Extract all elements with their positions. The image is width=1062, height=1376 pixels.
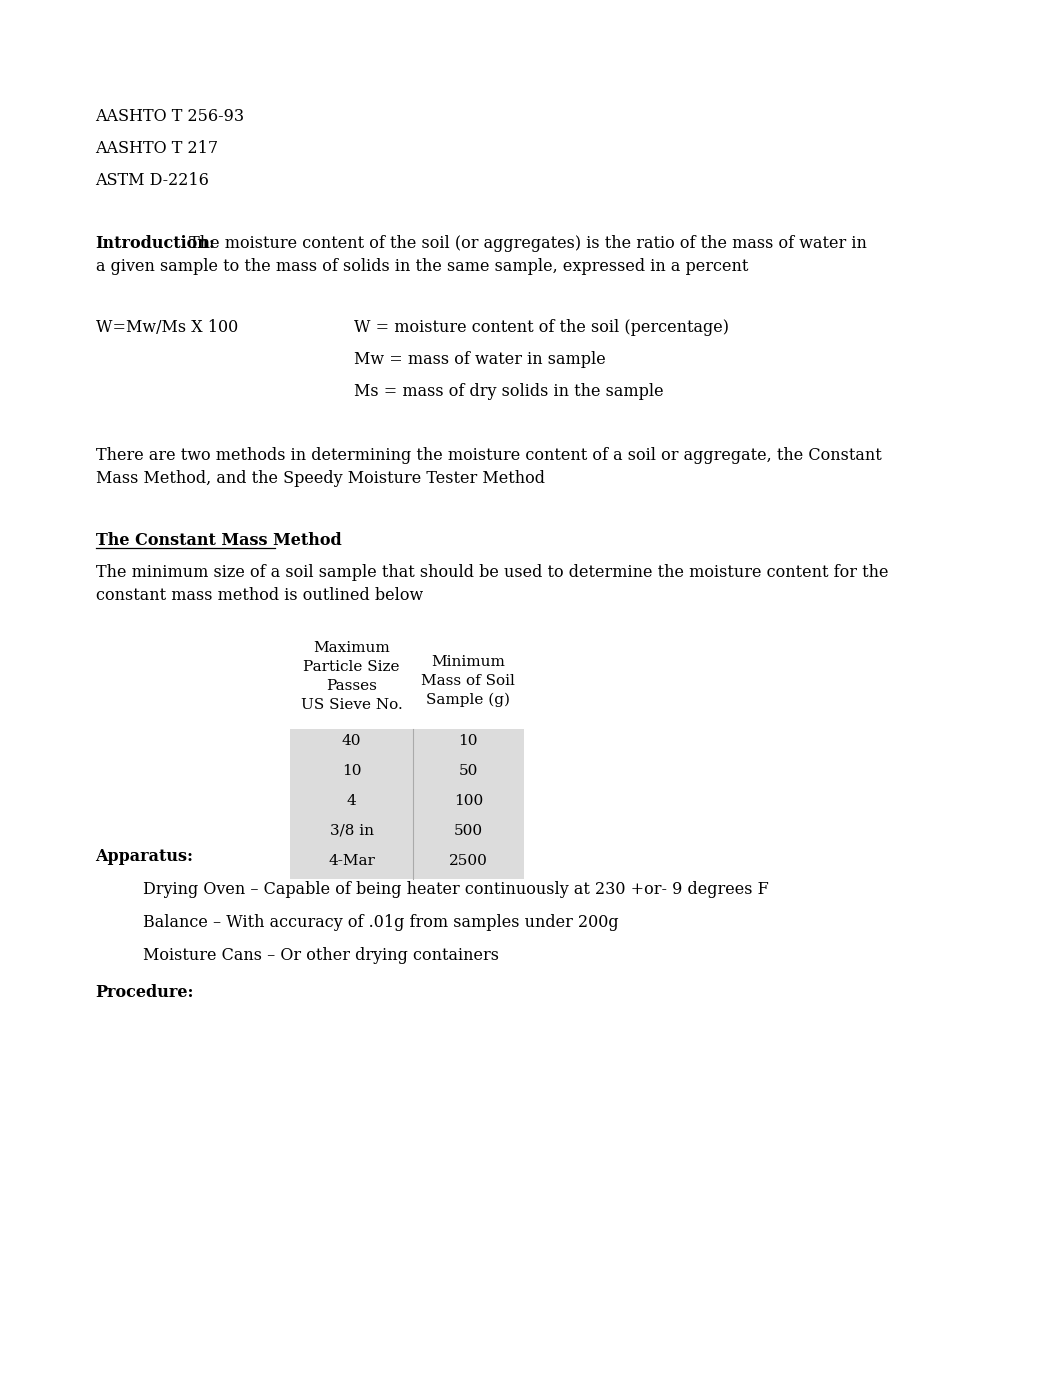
Text: W=Mw/Ms X 100: W=Mw/Ms X 100 — [96, 319, 238, 336]
Text: AASHTO T 217: AASHTO T 217 — [96, 140, 219, 157]
Text: 40: 40 — [342, 733, 361, 749]
Text: The moisture content of the soil (or aggregates) is the ratio of the mass of wat: The moisture content of the soil (or agg… — [184, 235, 867, 252]
Text: Maximum: Maximum — [313, 641, 390, 655]
Text: Mass Method, and the Speedy Moisture Tester Method: Mass Method, and the Speedy Moisture Tes… — [96, 471, 545, 487]
Text: 4: 4 — [347, 794, 357, 808]
Text: Drying Oven – Capable of being heater continuously at 230 +or- 9 degrees F: Drying Oven – Capable of being heater co… — [143, 881, 769, 899]
Text: a given sample to the mass of solids in the same sample, expressed in a percent: a given sample to the mass of solids in … — [96, 259, 748, 275]
Text: Mw = mass of water in sample: Mw = mass of water in sample — [354, 351, 605, 367]
Bar — [290, 729, 524, 879]
Text: 10: 10 — [342, 764, 361, 777]
Text: 500: 500 — [453, 824, 483, 838]
Text: Apparatus:: Apparatus: — [96, 848, 193, 866]
Text: W = moisture content of the soil (percentage): W = moisture content of the soil (percen… — [354, 319, 729, 336]
Text: ASTM D-2216: ASTM D-2216 — [96, 172, 209, 189]
Text: AASHTO T 256-93: AASHTO T 256-93 — [96, 107, 244, 125]
Text: US Sieve No.: US Sieve No. — [301, 698, 402, 711]
Text: 2500: 2500 — [449, 854, 487, 868]
Text: There are two methods in determining the moisture content of a soil or aggregate: There are two methods in determining the… — [96, 447, 881, 464]
Text: Balance – With accuracy of .01g from samples under 200g: Balance – With accuracy of .01g from sam… — [143, 914, 619, 932]
Text: 4-Mar: 4-Mar — [328, 854, 375, 868]
Text: The minimum size of a soil sample that should be used to determine the moisture : The minimum size of a soil sample that s… — [96, 564, 888, 581]
Text: constant mass method is outlined below: constant mass method is outlined below — [96, 588, 423, 604]
Text: Ms = mass of dry solids in the sample: Ms = mass of dry solids in the sample — [354, 383, 664, 400]
Text: The Constant Mass Method: The Constant Mass Method — [96, 533, 341, 549]
Text: 100: 100 — [453, 794, 483, 808]
Text: Passes: Passes — [326, 678, 377, 694]
Text: Introduction:: Introduction: — [96, 235, 216, 252]
Text: 3/8 in: 3/8 in — [329, 824, 374, 838]
Text: Particle Size: Particle Size — [304, 660, 400, 674]
Text: Sample (g): Sample (g) — [426, 694, 511, 707]
Text: 50: 50 — [459, 764, 478, 777]
Text: Procedure:: Procedure: — [96, 984, 194, 1000]
Text: Minimum: Minimum — [431, 655, 506, 669]
Text: 10: 10 — [459, 733, 478, 749]
Text: Moisture Cans – Or other drying containers: Moisture Cans – Or other drying containe… — [143, 947, 499, 965]
Text: Mass of Soil: Mass of Soil — [422, 674, 515, 688]
